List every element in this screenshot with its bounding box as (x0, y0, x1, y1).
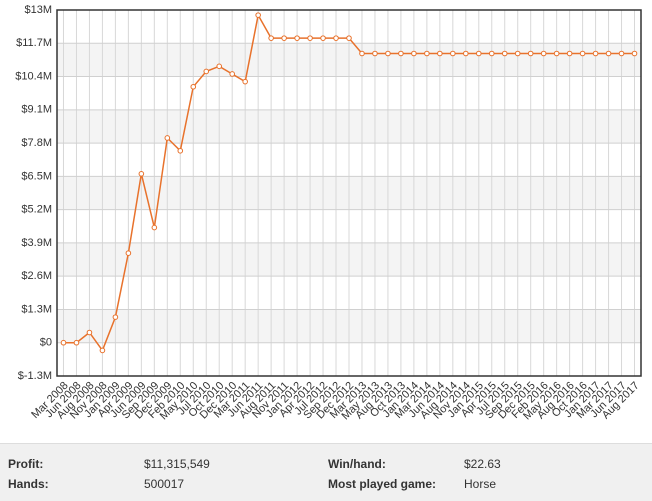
point-marker (605, 50, 612, 57)
point-marker (346, 35, 352, 41)
point-marker (372, 50, 378, 57)
point-marker (463, 50, 469, 57)
point-marker (411, 50, 417, 57)
y-tick-label: $11.7M (16, 37, 52, 49)
point-marker (450, 50, 456, 57)
point-marker (592, 50, 599, 57)
point-marker (255, 12, 261, 18)
point-marker (618, 50, 625, 57)
stat-label: Hands: (8, 477, 49, 491)
point-marker (138, 171, 145, 177)
point-marker (398, 50, 404, 57)
y-tick-label: $10.4M (15, 70, 52, 82)
plot-border (56, 9, 642, 377)
point-marker (190, 83, 197, 90)
point-marker (320, 35, 326, 41)
stat-label: Most played game: (328, 477, 437, 491)
point-marker (631, 50, 638, 57)
stat-value: Horse (464, 477, 497, 491)
point-marker (488, 50, 495, 57)
point-marker (177, 147, 184, 154)
y-tick-label: $5.2M (21, 204, 52, 216)
point-marker (164, 135, 171, 141)
point-marker (553, 50, 560, 57)
point-marker (566, 50, 573, 57)
point-marker (73, 339, 80, 346)
stat-value: 500017 (144, 477, 185, 491)
stat-label: Win/hand: (328, 457, 386, 471)
point-marker (359, 50, 365, 57)
y-tick-label: $6.5M (21, 170, 52, 182)
point-marker (125, 250, 132, 256)
point-marker (514, 50, 521, 57)
point-marker (579, 50, 586, 57)
y-tick-label: $9.1M (21, 104, 52, 116)
y-tick-label: $7.8M (21, 137, 52, 149)
point-marker (242, 78, 248, 85)
y-tick-label: $0 (40, 337, 52, 349)
chart: $-1.3M $0 $1.3M $2.6M $3.9M $5.2M $6.5M $7.8M $9… (15, 4, 642, 422)
stat-value: $22.63 (464, 457, 501, 471)
point-marker (112, 314, 119, 320)
point-marker (424, 50, 430, 57)
point-marker (540, 50, 547, 57)
y-tick-label: $1.3M (21, 303, 52, 315)
point-marker (99, 347, 106, 354)
stat-value: $11,315,549 (144, 457, 210, 471)
point-marker (307, 35, 313, 41)
point-marker (527, 50, 534, 57)
y-tick-label: $2.6M (21, 270, 52, 282)
point-marker (229, 71, 235, 77)
point-marker (151, 224, 158, 231)
point-marker (216, 63, 223, 70)
point-marker (333, 35, 339, 41)
y-tick-label: $-1.3M (18, 370, 52, 382)
point-marker (281, 35, 287, 41)
point-marker (86, 329, 93, 336)
point-marker (268, 35, 274, 41)
point-marker (294, 35, 300, 41)
stat-label: Profit: (8, 457, 44, 471)
y-tick-label: $13M (24, 4, 52, 16)
stats-panel: Profit: $11,315,549 Win/hand: $22.63 Hands: 5… (0, 443, 652, 501)
point-marker (437, 50, 443, 57)
point-marker (475, 50, 482, 57)
y-tick-label: $3.9M (21, 237, 52, 249)
point-marker (501, 50, 508, 57)
point-marker (60, 339, 67, 346)
point-marker (203, 68, 210, 75)
point-marker (385, 50, 391, 57)
